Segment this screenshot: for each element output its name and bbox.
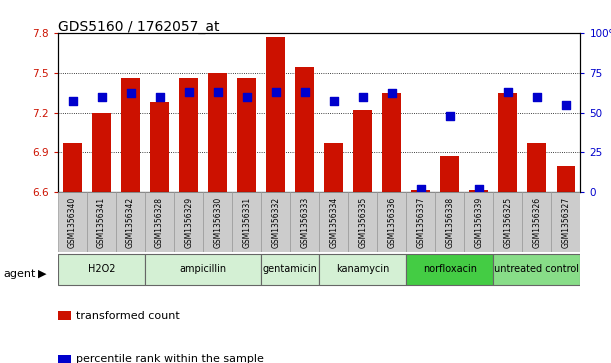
Text: GSM1356326: GSM1356326	[532, 197, 541, 248]
Text: GSM1356342: GSM1356342	[126, 197, 135, 248]
Bar	[493, 254, 580, 285]
Point	[561, 102, 571, 107]
Text: agent: agent	[3, 269, 35, 279]
Text: kanamycin: kanamycin	[336, 264, 389, 274]
Bar	[522, 192, 552, 252]
Bar	[290, 192, 320, 252]
Bar	[145, 254, 262, 285]
Point	[184, 89, 194, 95]
Bar	[499, 93, 518, 192]
Bar	[464, 192, 494, 252]
Bar	[319, 192, 348, 252]
Point	[271, 89, 280, 95]
Bar	[348, 192, 377, 252]
Bar	[382, 93, 401, 192]
Bar	[150, 102, 169, 192]
Bar	[237, 78, 256, 192]
Text: GSM1356336: GSM1356336	[387, 197, 397, 248]
Bar	[63, 143, 82, 192]
Bar	[232, 192, 262, 252]
Point	[68, 98, 78, 104]
Text: transformed count: transformed count	[76, 311, 180, 321]
Bar	[493, 192, 522, 252]
Bar	[557, 166, 576, 192]
Point	[300, 89, 310, 95]
Text: GSM1356333: GSM1356333	[300, 197, 309, 248]
Bar	[411, 190, 430, 192]
Bar	[92, 113, 111, 192]
Point	[242, 94, 252, 99]
Text: GSM1356341: GSM1356341	[97, 197, 106, 248]
Bar	[324, 143, 343, 192]
Text: GSM1356339: GSM1356339	[474, 197, 483, 248]
Bar	[262, 254, 320, 285]
Text: gentamicin: gentamicin	[263, 264, 318, 274]
Point	[155, 94, 164, 99]
Bar	[378, 192, 406, 252]
Point	[387, 90, 397, 96]
Bar	[527, 143, 546, 192]
Bar	[203, 192, 232, 252]
Text: GDS5160 / 1762057_at: GDS5160 / 1762057_at	[58, 20, 219, 34]
Point	[532, 94, 542, 99]
Bar	[435, 192, 464, 252]
Text: untreated control: untreated control	[494, 264, 579, 274]
Point	[329, 98, 338, 104]
Text: GSM1356334: GSM1356334	[329, 197, 338, 248]
Point	[97, 94, 106, 99]
Point	[126, 90, 136, 96]
Bar	[406, 254, 493, 285]
Text: GSM1356332: GSM1356332	[271, 197, 280, 248]
Text: ampicillin: ampicillin	[180, 264, 227, 274]
Bar	[406, 192, 435, 252]
Bar	[116, 192, 145, 252]
Point	[503, 89, 513, 95]
Bar	[145, 192, 174, 252]
Point	[213, 89, 222, 95]
Bar	[441, 156, 459, 192]
Point	[416, 186, 426, 192]
Bar	[208, 73, 227, 192]
Point	[445, 113, 455, 119]
Point	[358, 94, 368, 99]
Bar	[469, 190, 488, 192]
Bar	[262, 192, 290, 252]
Bar	[174, 192, 203, 252]
Text: GSM1356338: GSM1356338	[445, 197, 455, 248]
Text: GSM1356337: GSM1356337	[416, 197, 425, 248]
Bar	[121, 78, 140, 192]
Bar	[552, 192, 580, 252]
Point	[474, 186, 484, 192]
Bar	[179, 78, 198, 192]
Text: GSM1356331: GSM1356331	[242, 197, 251, 248]
Text: norfloxacin: norfloxacin	[423, 264, 477, 274]
Text: GSM1356327: GSM1356327	[562, 197, 571, 248]
Bar	[266, 37, 285, 192]
Text: percentile rank within the sample: percentile rank within the sample	[76, 354, 264, 363]
Text: H2O2: H2O2	[88, 264, 115, 274]
Text: GSM1356330: GSM1356330	[213, 197, 222, 248]
Bar	[295, 67, 314, 192]
Bar	[58, 192, 87, 252]
Bar	[353, 110, 372, 192]
Bar	[319, 254, 406, 285]
Text: ▶: ▶	[38, 269, 46, 279]
Text: GSM1356335: GSM1356335	[358, 197, 367, 248]
Text: GSM1356328: GSM1356328	[155, 197, 164, 248]
Bar	[87, 192, 116, 252]
Text: GSM1356325: GSM1356325	[503, 197, 513, 248]
Bar	[58, 254, 145, 285]
Text: GSM1356329: GSM1356329	[184, 197, 193, 248]
Text: GSM1356340: GSM1356340	[68, 197, 77, 248]
